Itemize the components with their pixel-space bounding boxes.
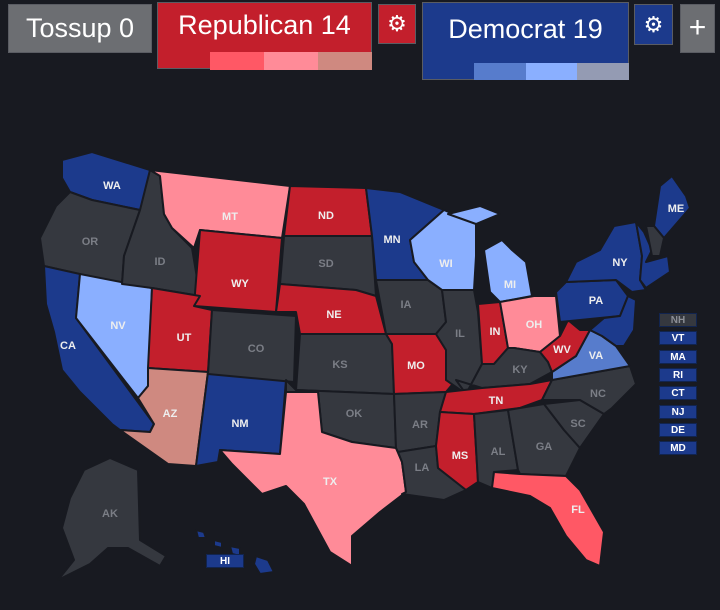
add-party-button[interactable]: + [680,4,715,53]
ratings-header: Tossup 0 Republican 14 ⚙ Democrat 19 ⚙ + [0,0,720,85]
lean-r-swatch[interactable] [264,52,318,70]
state-label-ct[interactable]: CT [659,386,697,401]
state-ak[interactable] [57,457,167,581]
tossup-count-label: Tossup 0 [25,13,135,43]
state-wy[interactable] [193,229,283,313]
democrat-count-label: Democrat 19 [448,14,603,44]
lean-d-swatch[interactable] [525,63,578,80]
state-label-md[interactable]: MD [659,441,697,456]
democrat-count-button[interactable]: Democrat 19 [422,2,629,80]
state-hi[interactable] [195,529,275,575]
tilt-r-swatch[interactable] [318,52,372,70]
likely-r-swatch[interactable] [210,52,264,70]
republican-count-button[interactable]: Republican 14 [157,2,372,70]
state-me[interactable] [653,175,691,239]
state-label-de[interactable]: DE [659,422,697,437]
state-label-nh[interactable]: NH [659,313,697,327]
state-ia[interactable] [375,279,447,335]
state-fl[interactable] [491,471,605,567]
state-nd[interactable] [283,185,373,237]
state-co[interactable] [207,309,297,383]
state-mi[interactable] [447,205,533,303]
republican-count-label: Republican 14 [178,10,351,40]
gear-icon: ⚙ [387,11,407,36]
democrat-shade-bar [474,63,629,80]
likely-d-swatch[interactable] [474,63,526,80]
state-label-nj[interactable]: NJ [659,404,697,419]
republican-shade-bar [210,52,372,70]
state-ks[interactable] [295,333,395,395]
plus-icon: + [688,11,707,44]
state-nh[interactable] [645,225,665,257]
state-tx[interactable] [219,391,407,567]
state-label-hi[interactable]: HI [206,554,244,568]
gear-icon: ⚙ [643,12,664,37]
tossup-count-button[interactable]: Tossup 0 [8,4,152,53]
state-il[interactable] [435,289,483,395]
state-label-ma[interactable]: MA [659,349,697,364]
democrat-settings-button[interactable]: ⚙ [634,4,673,45]
state-label-vt[interactable]: VT [659,331,697,346]
state-mid-atlantic-minor [589,295,637,347]
state-label-ri[interactable]: RI [659,367,697,382]
republican-settings-button[interactable]: ⚙ [378,4,416,44]
tilt-d-swatch[interactable] [577,63,629,80]
